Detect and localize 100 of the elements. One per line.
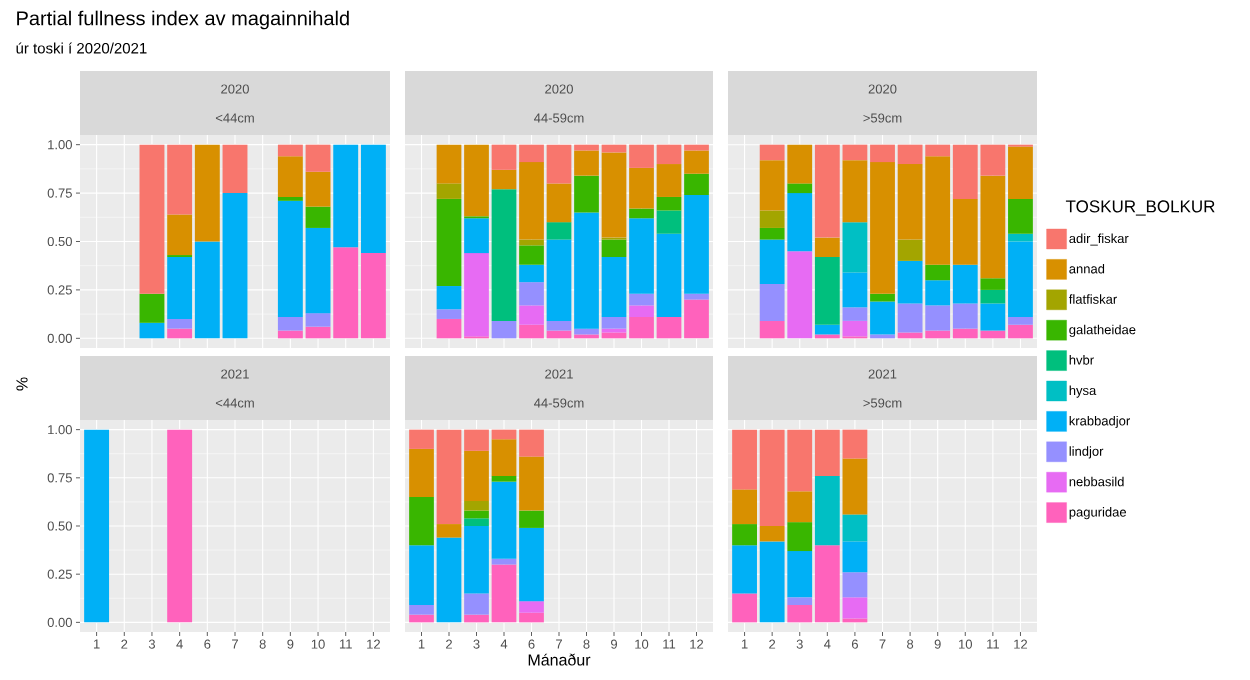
bar	[546, 183, 572, 223]
bar	[409, 497, 434, 546]
x-tick-label: 11	[987, 639, 999, 649]
chart-title: 2020	[868, 84, 897, 94]
legend-label: galatheidae	[1069, 324, 1136, 337]
bar	[759, 239, 785, 285]
chart-title: 2021	[868, 369, 897, 379]
bar	[1008, 317, 1033, 325]
bar	[870, 301, 895, 335]
chart-title: 2021	[221, 369, 249, 379]
bar	[1008, 241, 1033, 318]
y-tick-label: 0.25	[47, 285, 72, 295]
bar	[519, 324, 544, 339]
x-tick-label: 8	[907, 639, 914, 649]
bar	[491, 144, 517, 170]
bar	[952, 303, 978, 329]
bar	[464, 500, 489, 511]
bar	[759, 284, 785, 321]
bar	[491, 564, 517, 623]
bar	[519, 264, 544, 283]
bar	[842, 320, 868, 337]
bar	[814, 144, 840, 238]
bar	[436, 198, 462, 287]
bar	[629, 218, 654, 294]
bar	[546, 144, 572, 184]
bar	[436, 524, 462, 538]
bar	[787, 551, 813, 598]
bar	[409, 545, 434, 606]
bar	[167, 214, 193, 256]
bar	[491, 320, 517, 339]
bar	[925, 144, 951, 157]
x-tick-label: 1	[741, 639, 748, 649]
x-tick-label: 11	[339, 639, 352, 649]
bar	[519, 305, 544, 325]
bar	[436, 537, 462, 623]
bar	[787, 193, 813, 252]
x-tick-label: 9	[934, 639, 941, 649]
bar	[980, 330, 1006, 339]
bar	[870, 162, 895, 294]
bar	[870, 293, 895, 302]
bar	[952, 328, 978, 339]
bar	[814, 324, 840, 335]
bar	[436, 318, 462, 339]
bar	[601, 328, 627, 333]
x-tick-label: 3	[796, 639, 803, 649]
bar	[277, 330, 303, 339]
bar	[656, 317, 682, 339]
bar	[1008, 146, 1033, 199]
x-tick-label: 6	[851, 639, 858, 649]
y-tick-label: 0.50	[47, 521, 72, 531]
bar	[787, 605, 813, 623]
bar	[629, 305, 654, 318]
bar	[305, 313, 331, 327]
x-tick-label: 4	[176, 639, 183, 649]
x-tick-label: 10	[311, 639, 325, 649]
bar	[464, 510, 489, 519]
bar	[436, 144, 462, 184]
bar	[629, 144, 654, 168]
x-tick-label: 1	[418, 639, 425, 649]
bar	[732, 429, 757, 490]
legend-label: paguridae	[1069, 507, 1127, 520]
bar	[870, 334, 895, 339]
x-tick-label: 3	[148, 639, 156, 649]
bar	[409, 605, 434, 615]
bar	[360, 144, 386, 254]
bar	[491, 475, 517, 482]
bar	[842, 597, 868, 619]
legend-label: annad	[1069, 263, 1105, 274]
bar	[629, 208, 654, 219]
bar	[759, 227, 785, 240]
bar	[519, 429, 544, 457]
bar	[491, 481, 517, 559]
bar	[333, 247, 359, 339]
chart-subtitle: 44-59cm	[534, 398, 584, 408]
x-tick-label: 2	[769, 639, 776, 649]
x-tick-label: 7	[556, 639, 562, 649]
bar	[491, 429, 517, 440]
y-tick-label: 0.75	[47, 188, 72, 198]
bar	[601, 239, 627, 257]
x-tick-label: 9	[611, 639, 618, 649]
bar	[464, 518, 489, 526]
bar	[732, 593, 757, 623]
x-tick-label: 1	[93, 639, 100, 649]
bar	[519, 612, 544, 623]
bar	[870, 144, 895, 163]
bar	[519, 162, 544, 240]
bar	[305, 171, 331, 207]
bar	[629, 317, 654, 339]
bar	[980, 289, 1006, 304]
bar	[409, 429, 434, 449]
bar	[464, 144, 489, 217]
y-tick-label: 0.50	[47, 236, 72, 247]
bar	[842, 514, 868, 542]
bar	[167, 256, 193, 319]
bar	[925, 305, 951, 331]
bar	[814, 545, 840, 623]
bar	[759, 210, 785, 228]
bar	[732, 489, 757, 525]
legend-label: krabbadjor	[1069, 415, 1130, 429]
bar	[491, 189, 517, 321]
